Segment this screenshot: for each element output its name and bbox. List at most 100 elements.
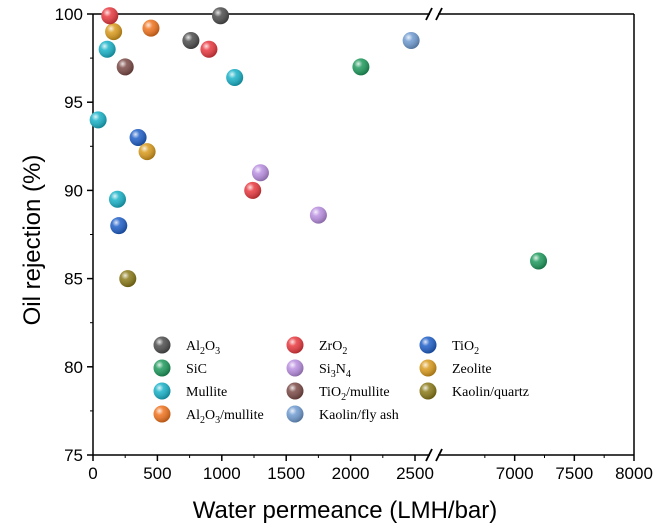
x-tick-label: 1000 bbox=[203, 464, 241, 483]
legend-item: Zeolite bbox=[419, 359, 492, 377]
point-highlight bbox=[530, 252, 548, 270]
legend-label: Mullite bbox=[186, 385, 227, 400]
legend-item: Kaolin/quartz bbox=[419, 382, 529, 400]
data-point bbox=[98, 40, 116, 58]
legend-label-part: Kaolin/fly ash bbox=[319, 408, 399, 423]
legend-item: Si3​N4​ bbox=[286, 359, 351, 380]
y-tick-label: 100 bbox=[55, 5, 83, 24]
data-point bbox=[309, 206, 327, 224]
data-point bbox=[101, 7, 119, 25]
plot-frame bbox=[92, 7, 635, 462]
axis-break-mark bbox=[425, 7, 433, 21]
legend-label-subscript: 3 bbox=[331, 369, 336, 380]
point-highlight bbox=[226, 69, 244, 87]
point-highlight bbox=[110, 217, 128, 235]
point-highlight bbox=[251, 164, 269, 182]
legend-label-part: SiC bbox=[186, 362, 207, 377]
legend-marker-highlight bbox=[286, 336, 304, 354]
legend-label-part: Al bbox=[186, 408, 200, 423]
data-point bbox=[251, 164, 269, 182]
y-tick-label: 95 bbox=[64, 93, 83, 112]
data-point bbox=[108, 190, 126, 208]
data-point bbox=[530, 252, 548, 270]
point-highlight bbox=[244, 181, 262, 199]
point-highlight bbox=[352, 58, 370, 76]
legend-label-part: N bbox=[336, 362, 346, 377]
data-point bbox=[402, 31, 420, 49]
point-highlight bbox=[138, 143, 156, 161]
legend-label-part: O bbox=[205, 408, 215, 423]
data-point bbox=[352, 58, 370, 76]
point-highlight bbox=[116, 58, 134, 76]
point-highlight bbox=[105, 23, 123, 41]
legend-item: TiO2​ bbox=[419, 336, 479, 357]
legend-label-part: ZrO bbox=[319, 339, 342, 354]
legend-label-subscript: 3 bbox=[215, 346, 220, 357]
point-highlight bbox=[98, 40, 116, 58]
data-point bbox=[105, 23, 123, 41]
legend-item: Al2​O3​ bbox=[153, 336, 220, 357]
legend-label: Al2​O3​/mullite bbox=[186, 408, 264, 426]
legend-label-part: TiO bbox=[452, 339, 474, 354]
y-axis: 75 80 85 90 95 100 bbox=[55, 5, 93, 465]
point-highlight bbox=[101, 7, 119, 25]
point-highlight bbox=[200, 40, 218, 58]
legend-label-part: Al bbox=[186, 339, 200, 354]
axis-break-mark bbox=[425, 448, 433, 462]
point-highlight bbox=[402, 31, 420, 49]
data-point bbox=[182, 31, 200, 49]
x-tick-label: 1500 bbox=[267, 464, 305, 483]
legend-label: Zeolite bbox=[452, 362, 492, 377]
x-tick-label: 500 bbox=[143, 464, 171, 483]
data-point bbox=[138, 143, 156, 161]
data-point bbox=[89, 111, 107, 129]
legend-label-subscript: 3 bbox=[215, 415, 220, 426]
data-point bbox=[110, 217, 128, 235]
legend-label-part: Kaolin/quartz bbox=[452, 385, 529, 400]
legend-label-part: TiO bbox=[319, 385, 341, 400]
legend-marker-highlight bbox=[286, 359, 304, 377]
data-point bbox=[244, 181, 262, 199]
legend-label-subscript: 2 bbox=[341, 392, 346, 403]
legend-label: TiO2​ bbox=[452, 339, 479, 357]
legend-label-subscript: 2 bbox=[342, 346, 347, 357]
legend-item: Mullite bbox=[153, 382, 227, 400]
legend-marker-highlight bbox=[419, 359, 437, 377]
y-tick-label: 85 bbox=[64, 270, 83, 289]
data-point bbox=[129, 128, 147, 146]
y-tick-label: 80 bbox=[64, 358, 83, 377]
data-point bbox=[142, 19, 160, 37]
data-point bbox=[119, 270, 137, 288]
legend-label: ZrO2​ bbox=[319, 339, 347, 357]
y-axis-title: Oil rejection (%) bbox=[19, 155, 46, 326]
legend-label-part: /mullite bbox=[220, 408, 264, 423]
legend-item: ZrO2​ bbox=[286, 336, 347, 357]
point-highlight bbox=[129, 128, 147, 146]
legend-marker-highlight bbox=[286, 405, 304, 423]
axis-break-mark bbox=[435, 448, 443, 462]
legend-label-part: /mullite bbox=[346, 385, 390, 400]
point-highlight bbox=[89, 111, 107, 129]
legend-label-part: Si bbox=[319, 362, 331, 377]
legend: Al2​O3​ ZrO2​ TiO2​ SiC Si3​N4​ Zeolite Mullit… bbox=[153, 336, 529, 426]
x-tick-label: 8000 bbox=[615, 464, 653, 483]
point-highlight bbox=[108, 190, 126, 208]
x-tick-label: 2000 bbox=[332, 464, 370, 483]
point-highlight bbox=[212, 7, 230, 25]
x-axis: 0 500 1000 1500 2000 2500 7000 7500 8000 bbox=[88, 455, 653, 483]
legend-label-subscript: 4 bbox=[346, 369, 351, 380]
data-points bbox=[89, 7, 548, 288]
y-tick-label: 75 bbox=[64, 446, 83, 465]
legend-marker-highlight bbox=[286, 382, 304, 400]
legend-label-subscript: 2 bbox=[200, 346, 205, 357]
legend-label-subscript: 2 bbox=[200, 415, 205, 426]
legend-label: Al2​O3​ bbox=[186, 339, 220, 357]
legend-marker-highlight bbox=[153, 336, 171, 354]
data-point bbox=[212, 7, 230, 25]
x-axis-title: Water permeance (LMH/bar) bbox=[193, 497, 498, 524]
point-highlight bbox=[182, 31, 200, 49]
legend-label-part: Mullite bbox=[186, 385, 227, 400]
data-point bbox=[200, 40, 218, 58]
legend-label-part: Zeolite bbox=[452, 362, 492, 377]
